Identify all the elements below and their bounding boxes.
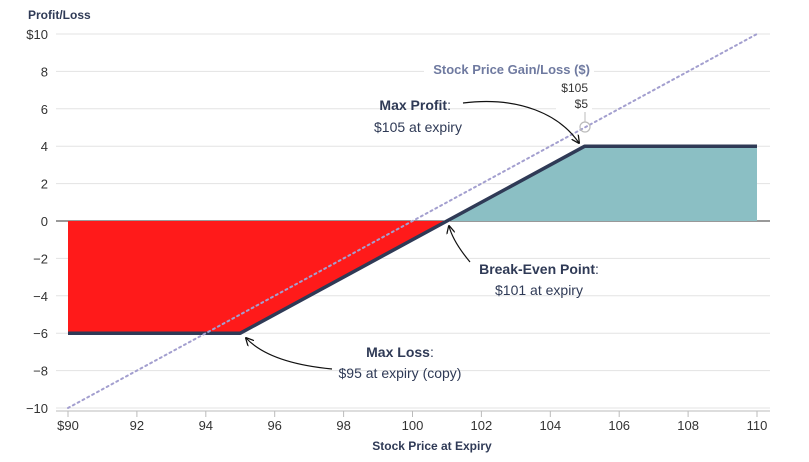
y-tick-label: 4 xyxy=(41,139,48,154)
max-profit-arrow xyxy=(462,100,579,143)
x-tick-label: 106 xyxy=(608,418,630,433)
profit-area xyxy=(446,146,757,221)
loss-area xyxy=(68,221,447,334)
y-tick-label: 2 xyxy=(41,177,48,192)
y-tick-label: −4 xyxy=(33,289,48,304)
y-tick-label: 8 xyxy=(41,64,48,79)
y-tick-label: $10 xyxy=(26,27,48,42)
x-tick-label: 108 xyxy=(677,418,699,433)
max-profit-title: Max Profit: xyxy=(379,97,451,113)
x-tick-label: 102 xyxy=(471,418,493,433)
x-tick-label: 96 xyxy=(267,418,281,433)
break-even-title: Break-Even Point: xyxy=(479,261,599,277)
x-tick-label: $90 xyxy=(57,418,79,433)
hover-marker xyxy=(579,121,591,133)
stock-price-line xyxy=(67,33,758,409)
x-tick-label: 110 xyxy=(747,418,768,433)
max-loss-arrow xyxy=(246,338,333,370)
x-axis-title: Stock Price at Expiry xyxy=(372,439,492,453)
x-tick-label: 92 xyxy=(130,418,144,433)
y-tick-label: 6 xyxy=(41,102,48,117)
max-loss-text: $95 at expiry (copy) xyxy=(339,365,462,381)
y-tick-label: −8 xyxy=(33,364,48,379)
y-tick-label: −6 xyxy=(33,326,48,341)
break-even-arrow xyxy=(449,226,471,263)
y-axis-title: Profit/Loss xyxy=(28,8,91,22)
tooltip-x: $105 xyxy=(561,81,588,95)
series-label-stock-price: Stock Price Gain/Loss ($) xyxy=(433,62,590,77)
break-even-text: $101 at expiry xyxy=(495,282,583,298)
y-tick-label: 0 xyxy=(41,214,48,229)
y-tick-label: −10 xyxy=(26,401,48,416)
max-loss-title: Max Loss: xyxy=(366,344,434,360)
y-tick-label: −2 xyxy=(33,251,48,266)
x-tick-label: 104 xyxy=(539,418,561,433)
max-profit-text: $105 at expiry xyxy=(374,119,462,135)
payoff-line xyxy=(68,144,757,335)
x-tick-label: 100 xyxy=(402,418,424,433)
x-tick-label: 94 xyxy=(199,418,213,433)
x-tick-label: 98 xyxy=(336,418,350,433)
tooltip-y: $5 xyxy=(575,97,589,111)
